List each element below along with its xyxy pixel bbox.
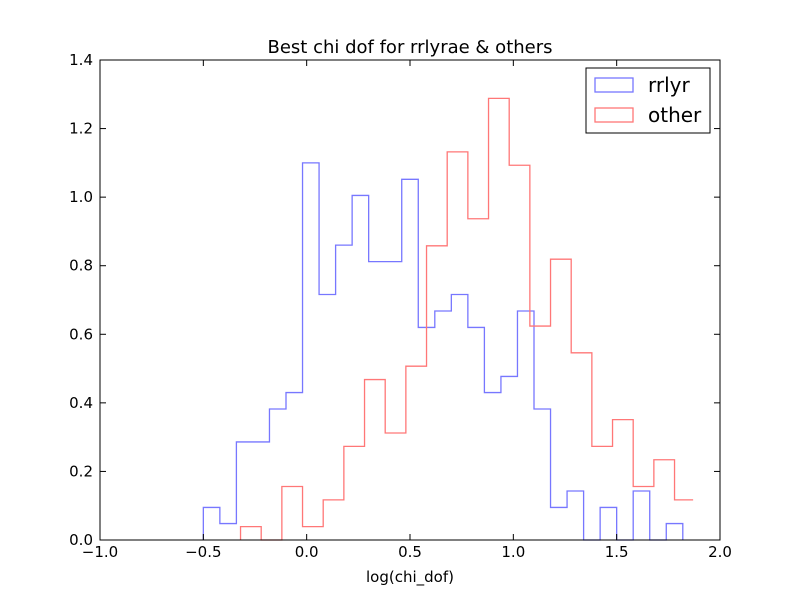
x-tick-label: −0.5 bbox=[185, 543, 221, 561]
bin-rrlyr-5 bbox=[286, 393, 303, 540]
bin-rrlyr-28 bbox=[666, 524, 683, 540]
y-tick-label: 0.4 bbox=[69, 394, 93, 412]
bin-rrlyr-1 bbox=[220, 524, 237, 540]
y-tick-label: 0.2 bbox=[69, 462, 93, 480]
bin-other-11 bbox=[468, 219, 489, 540]
legend: rrlyr other bbox=[585, 67, 711, 134]
x-tick-label: −1.0 bbox=[82, 543, 118, 561]
bin-rrlyr-0 bbox=[203, 507, 220, 540]
series-rrlyr-step bbox=[202, 162, 684, 541]
bin-rrlyr-6 bbox=[303, 163, 320, 540]
x-tick-label: 0.5 bbox=[398, 543, 422, 561]
bin-rrlyr-10 bbox=[369, 262, 386, 540]
bin-other-17 bbox=[592, 446, 613, 540]
bin-rrlyr-15 bbox=[451, 295, 468, 540]
y-tick-label: 1.4 bbox=[69, 51, 93, 69]
bin-rrlyr-22 bbox=[567, 491, 584, 540]
bin-rrlyr-12 bbox=[402, 179, 419, 540]
bin-other-8 bbox=[406, 366, 427, 540]
bin-other-10 bbox=[447, 152, 468, 540]
bin-other-20 bbox=[654, 460, 675, 540]
bin-other-9 bbox=[427, 246, 448, 540]
bin-other-15 bbox=[551, 259, 572, 540]
bin-rrlyr-14 bbox=[435, 311, 452, 540]
series-other-step bbox=[239, 97, 694, 541]
bin-rrlyr-24 bbox=[600, 507, 617, 540]
bin-other-2 bbox=[282, 487, 303, 540]
x-axis-label: log(chi_dof) bbox=[366, 568, 454, 587]
legend-swatch-other bbox=[594, 107, 634, 123]
bin-rrlyr-21 bbox=[551, 507, 568, 540]
bin-rrlyr-17 bbox=[484, 393, 501, 540]
bin-other-3 bbox=[303, 527, 324, 540]
tick-layer: −1.0 −0.5 0.0 0.5 1.0 1.5 2.0 0.0 0.2 0.4 0.6 0.8 1.… bbox=[69, 51, 732, 561]
bin-other-0 bbox=[241, 527, 262, 540]
y-tick-label: 1.2 bbox=[69, 120, 93, 138]
bin-other-19 bbox=[633, 487, 654, 540]
series-layer bbox=[202, 97, 694, 541]
chart-title: Best chi dof for rrlyrae & others bbox=[267, 37, 552, 58]
bin-rrlyr-7 bbox=[319, 295, 336, 540]
bin-other-4 bbox=[323, 500, 344, 540]
y-tick-label: 0.0 bbox=[69, 531, 93, 549]
y-tick-label: 1.0 bbox=[69, 188, 93, 206]
bin-other-18 bbox=[613, 420, 634, 540]
y-tick-label: 0.8 bbox=[69, 257, 93, 275]
bin-rrlyr-9 bbox=[352, 195, 369, 540]
bin-other-13 bbox=[509, 165, 530, 540]
bin-rrlyr-19 bbox=[517, 311, 534, 540]
bin-rrlyr-16 bbox=[468, 327, 485, 540]
x-tick-label: 2.0 bbox=[708, 543, 732, 561]
x-tick-label: 1.5 bbox=[605, 543, 629, 561]
bin-rrlyr-18 bbox=[501, 376, 518, 540]
bin-other-5 bbox=[344, 446, 365, 540]
bin-rrlyr-4 bbox=[269, 409, 286, 540]
bin-rrlyr-2 bbox=[236, 442, 253, 540]
x-tick-label: 0.0 bbox=[295, 543, 319, 561]
bin-other-7 bbox=[385, 433, 406, 540]
x-tick-label: 1.0 bbox=[501, 543, 525, 561]
bin-other-16 bbox=[571, 353, 592, 540]
legend-label-rrlyr: rrlyr bbox=[648, 73, 690, 97]
bin-rrlyr-20 bbox=[534, 409, 551, 540]
legend-label-other: other bbox=[648, 103, 702, 127]
legend-swatch-rrlyr bbox=[594, 77, 634, 93]
bin-other-6 bbox=[365, 380, 386, 540]
bin-other-12 bbox=[489, 98, 510, 540]
bin-other-21 bbox=[675, 500, 694, 540]
bin-other-14 bbox=[530, 326, 551, 540]
bin-rrlyr-26 bbox=[633, 491, 650, 540]
y-tick-label: 0.6 bbox=[69, 325, 93, 343]
bin-rrlyr-3 bbox=[253, 442, 270, 540]
bin-rrlyr-11 bbox=[385, 262, 402, 540]
